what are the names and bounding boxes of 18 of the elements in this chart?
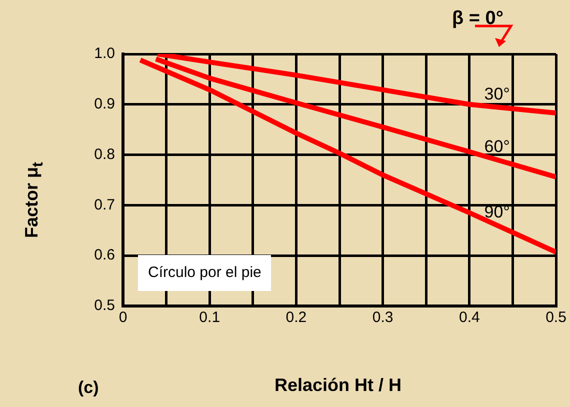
y-tick-label: 0.9 <box>94 96 115 113</box>
text: (c) <box>78 378 99 398</box>
x-tick-label: 0.1 <box>199 309 220 326</box>
y-tick-label: 0.8 <box>94 146 115 163</box>
text: β = 0° <box>452 8 504 30</box>
x-axis-title: Relación Ht / H <box>274 375 402 396</box>
x-tick-label: 0.3 <box>372 309 394 326</box>
x-tick-label: 0.2 <box>286 309 307 326</box>
x-tick-label: 0.4 <box>458 309 480 326</box>
y-tick-label: 0.6 <box>94 246 115 264</box>
annotation: Círculo por el pie <box>138 255 272 291</box>
y-tick-label: 1.0 <box>94 45 115 62</box>
y-tick-label: 0.7 <box>94 196 115 214</box>
x-tick-label: 0.5 <box>546 309 566 326</box>
y-tick-label: 0.5 <box>94 297 115 314</box>
series-label: 60° <box>484 137 510 156</box>
x-tick-label: 0 <box>118 309 128 326</box>
series-label: 30° <box>484 84 510 104</box>
